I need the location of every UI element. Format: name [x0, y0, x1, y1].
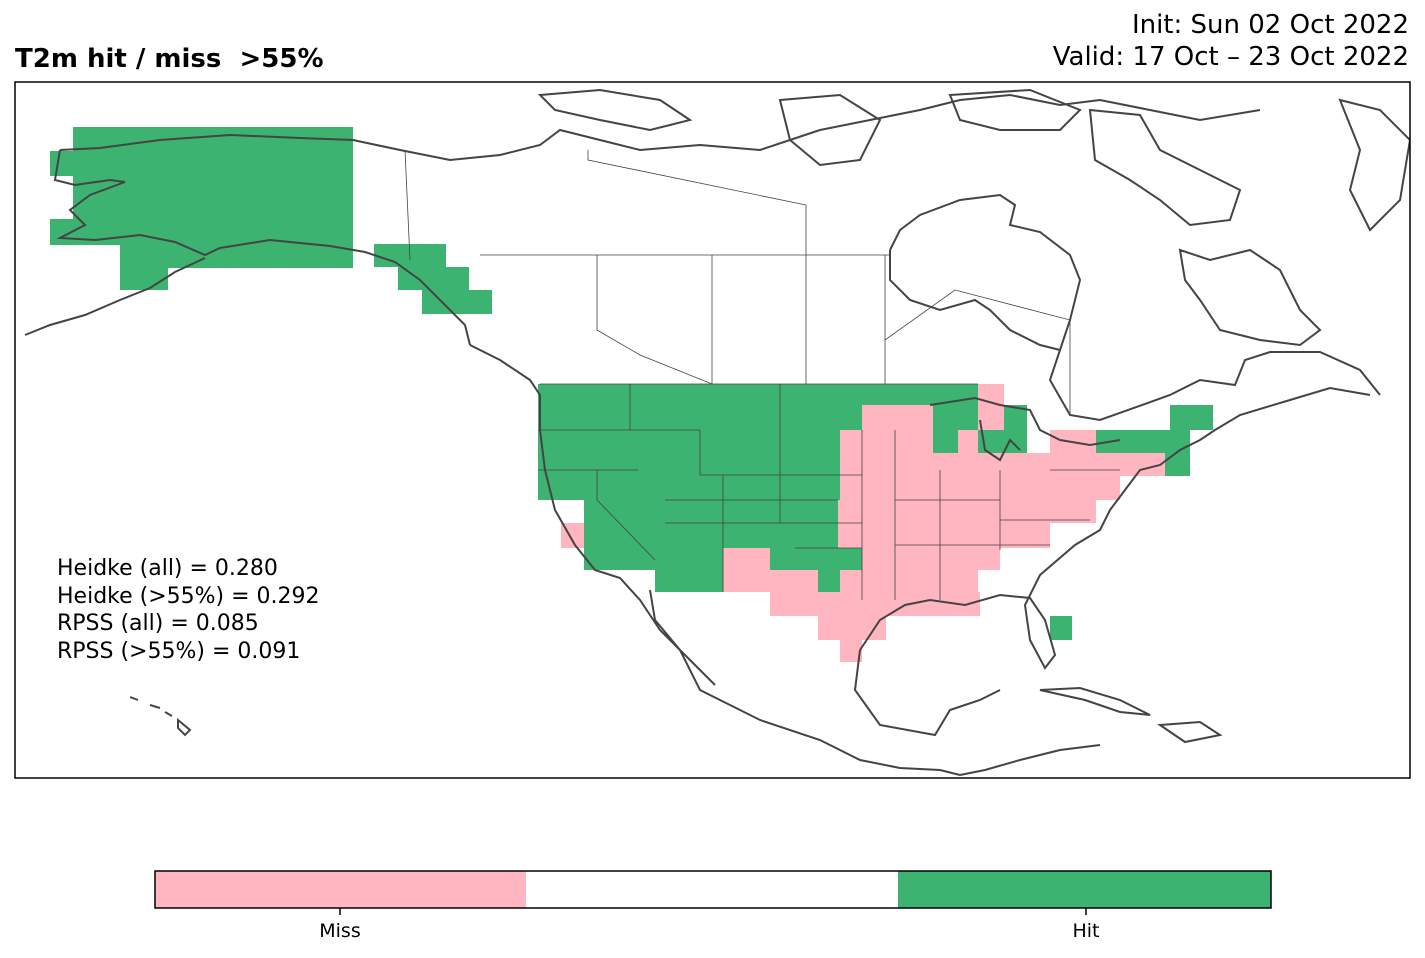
arctic-coast — [399, 93, 1261, 162]
southwest-miss-region — [723, 548, 770, 592]
colorbar — [154, 870, 1272, 915]
western-us-hit-region — [538, 384, 978, 592]
colorbar-label-hit: Hit — [1072, 920, 1100, 942]
great-lakes — [929, 396, 1121, 462]
map-frame — [14, 81, 1411, 779]
coastlines — [24, 88, 1410, 776]
aleutian-islands — [24, 257, 206, 336]
northeast-hit-region — [1096, 405, 1213, 476]
alaska-hit-region — [50, 127, 353, 290]
gulf-coast — [853, 386, 1371, 737]
baffin-island — [1088, 108, 1242, 227]
hit-cells — [50, 127, 1213, 640]
us-state-lines — [538, 384, 1120, 600]
colorbar-hit-segment — [898, 871, 1271, 908]
colorbar-outline — [154, 870, 1272, 909]
hispaniola — [1157, 720, 1223, 744]
colorbar-label-miss: Miss — [319, 920, 361, 942]
political-borders — [404, 149, 1120, 600]
rpss-55-score: RPSS (>55%) = 0.091 — [57, 638, 301, 664]
rpss-all-score: RPSS (all) = 0.085 — [57, 611, 259, 636]
map-title: T2m hit / miss >55% — [15, 44, 324, 74]
canada-province-lines — [404, 149, 1071, 415]
greenland-edge — [1338, 98, 1410, 232]
hudson-bay-coast — [889, 193, 1381, 422]
valid-period: Valid: 17 Oct – 23 Oct 2022 — [1052, 42, 1409, 72]
labrador-coast — [1178, 248, 1322, 347]
alaska-coastline — [53, 133, 471, 346]
cuba — [1039, 686, 1151, 716]
init-date: Init: Sun 02 Oct 2022 — [1131, 10, 1409, 40]
central-us-miss-region — [770, 405, 1165, 662]
florida-hit-region — [1050, 616, 1072, 640]
miss-cells — [561, 384, 1165, 662]
arctic-island-2 — [778, 93, 882, 167]
arctic-island-3 — [948, 88, 1082, 131]
alaska-panhandle-hit-region — [374, 244, 492, 314]
heidke-55-score: Heidke (>55%) = 0.292 — [57, 583, 320, 609]
pacific-coast — [469, 344, 961, 776]
hawaii-islands — [129, 696, 192, 737]
heidke-all-score: Heidke (all) = 0.280 — [57, 556, 278, 581]
wisconsin-miss-region — [978, 384, 1004, 430]
colorbar-neutral-segment — [526, 871, 898, 908]
colorbar-miss-segment — [155, 871, 526, 908]
skill-scores: Heidke (all) = 0.280 Heidke (>55%) = 0.2… — [57, 555, 320, 665]
central-america — [959, 744, 1101, 776]
map-layers — [24, 88, 1410, 776]
arctic-island-1 — [537, 88, 693, 132]
